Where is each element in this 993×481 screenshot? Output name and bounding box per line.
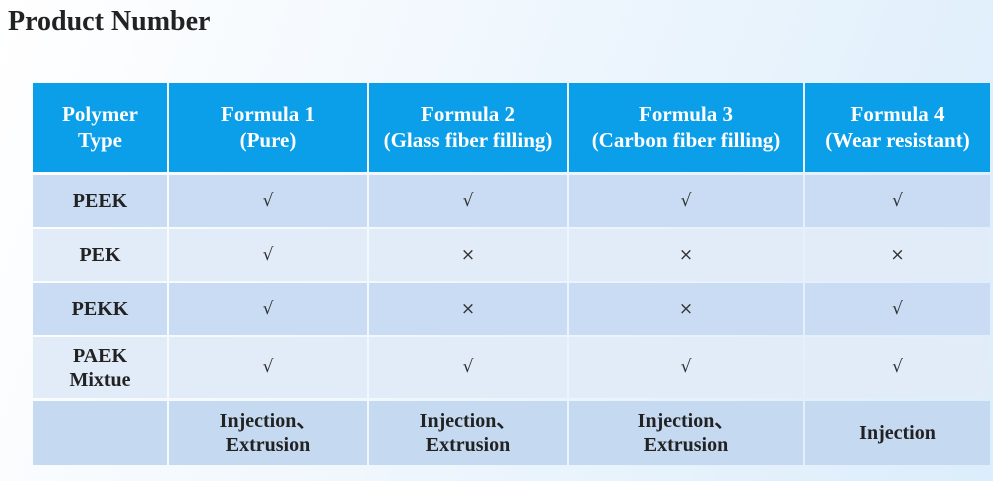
cell-text: (Carbon fiber filling)	[591, 127, 781, 152]
cell-text: ×	[678, 298, 694, 319]
cell-text: Formula 4	[850, 102, 945, 127]
cell-text: √	[262, 357, 274, 378]
availability-cell: √	[569, 175, 803, 227]
processing-cell: Injection、 Extrusion	[369, 401, 567, 465]
cell-text: Extrusion	[425, 434, 511, 456]
cell-text: Type	[78, 127, 122, 152]
availability-cell: √	[169, 283, 367, 335]
availability-cell: √	[805, 283, 990, 335]
cell-text: √	[262, 190, 274, 211]
page-title: Product Number	[8, 6, 211, 37]
cell-text: Injection	[859, 422, 936, 444]
processing-cell: Injection、 Extrusion	[569, 401, 803, 465]
cell-text: (Wear resistant)	[825, 127, 970, 152]
processing-cell: Injection、 Extrusion	[169, 401, 367, 465]
cell-text: √	[462, 190, 474, 211]
cell-text: Injection、	[637, 410, 735, 432]
cell-text: Extrusion	[643, 434, 729, 456]
cell-text: ×	[890, 244, 905, 265]
cell-text: (Glass fiber filling)	[383, 127, 553, 152]
cell-text: Polymer	[62, 102, 138, 127]
availability-cell: ×	[369, 229, 567, 281]
cell-text: √	[892, 298, 903, 319]
availability-cell: √	[369, 337, 567, 398]
availability-cell: ×	[569, 229, 803, 281]
cell-text: √	[680, 357, 692, 378]
empty-cell	[33, 401, 167, 465]
cell-text: Extrusion	[225, 434, 311, 456]
cell-text: PEKK	[71, 298, 129, 320]
cell-text: ×	[678, 244, 694, 265]
availability-cell: √	[369, 175, 567, 227]
polymer-cell: PAEK Mixtue	[33, 337, 167, 398]
cell-text: (Pure)	[239, 127, 297, 152]
processing-cell: Injection	[805, 401, 990, 465]
polymer-cell: PEK	[33, 229, 167, 281]
cell-text: √	[892, 357, 903, 378]
availability-cell: ×	[369, 283, 567, 335]
cell-text: √	[892, 190, 903, 211]
column-header: Formula 4 (Wear resistant)	[805, 83, 990, 172]
availability-cell: √	[169, 175, 367, 227]
cell-text: Mixtue	[69, 368, 131, 391]
availability-cell: ×	[805, 229, 990, 281]
column-header: Polymer Type	[33, 83, 167, 172]
availability-cell: √	[805, 337, 990, 398]
cell-text: ×	[460, 298, 476, 319]
cell-text: √	[262, 244, 274, 265]
availability-cell: ×	[569, 283, 803, 335]
polymer-cell: PEEK	[33, 175, 167, 227]
cell-text: √	[680, 190, 692, 211]
cell-text: PAEK	[72, 344, 128, 367]
cell-text: Formula 1	[221, 102, 315, 127]
availability-cell: √	[169, 337, 367, 398]
cell-text: √	[262, 298, 274, 319]
column-header: Formula 1 (Pure)	[169, 83, 367, 172]
polymer-cell: PEKK	[33, 283, 167, 335]
cell-text: Injection、	[419, 410, 517, 432]
column-header: Formula 3 (Carbon fiber filling)	[569, 83, 803, 172]
cell-text: √	[462, 357, 474, 378]
column-header: Formula 2 (Glass fiber filling)	[369, 83, 567, 172]
cell-text: Formula 2	[421, 102, 515, 127]
cell-text: Injection、	[219, 410, 317, 432]
availability-cell: √	[169, 229, 367, 281]
cell-text: ×	[460, 244, 476, 265]
cell-text: PEK	[79, 244, 121, 266]
availability-cell: √	[569, 337, 803, 398]
availability-cell: √	[805, 175, 990, 227]
cell-text: PEEK	[72, 190, 128, 212]
cell-text: Formula 3	[639, 102, 733, 127]
